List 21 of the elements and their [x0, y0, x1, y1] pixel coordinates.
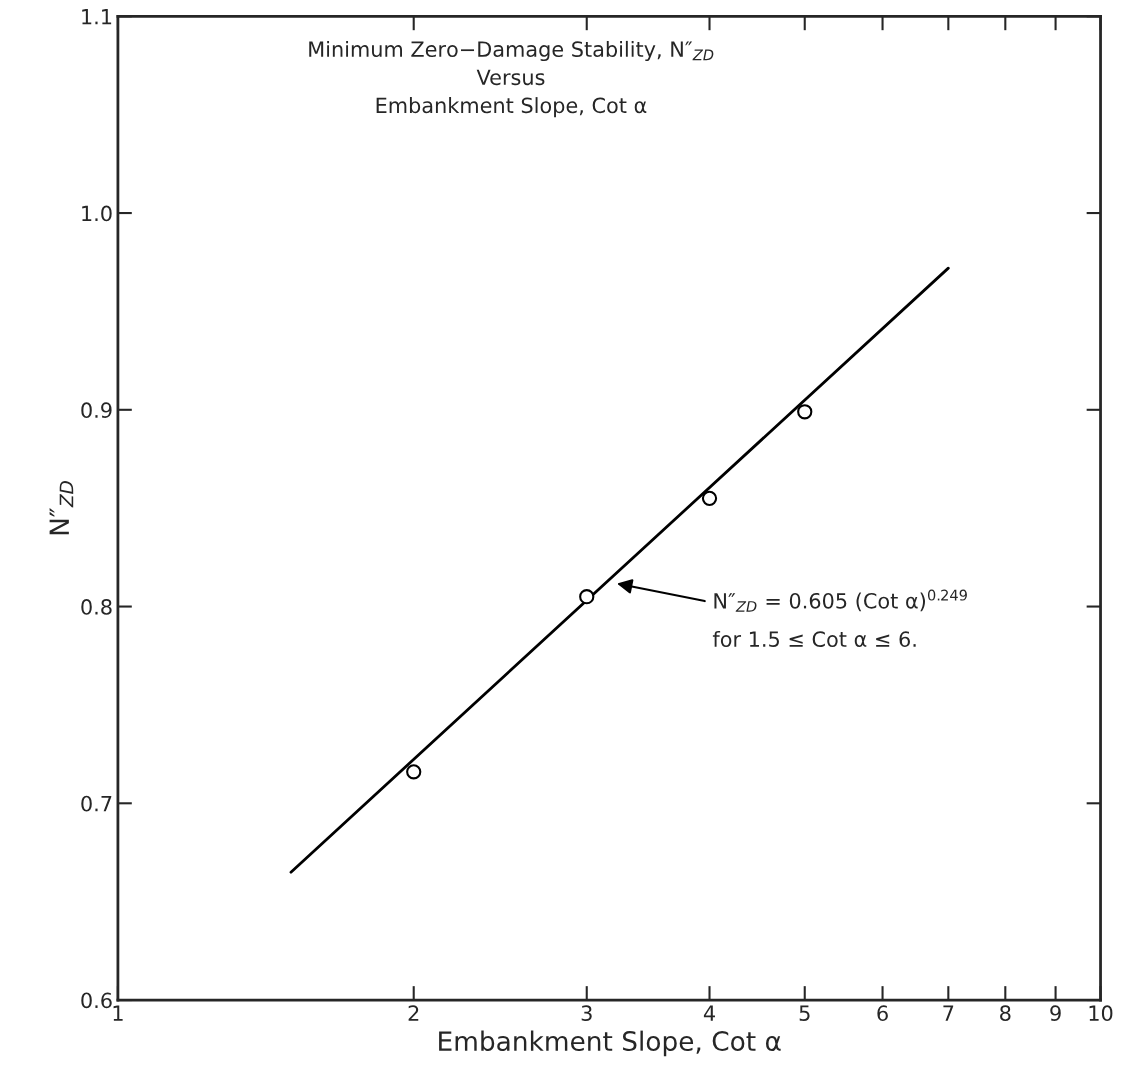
x-tick-label: 6 — [877, 1005, 888, 1022]
y-tick-label: 1.1 — [82, 9, 112, 25]
x-tick-label: 7 — [943, 1005, 954, 1021]
chart-title: Minimum Zero−Damage Stability, N″$_{ZD}$ Versus Embankment Slope, Cot α — [309, 40, 714, 118]
x-tick-label: 4 — [703, 1005, 715, 1021]
y-axis-title: N″$_{ZD}$ — [49, 481, 74, 535]
x-tick-label: 3 — [581, 1005, 592, 1022]
x-tick-label: 1 — [113, 1005, 123, 1021]
x-tick-label: 5 — [799, 1005, 810, 1022]
x-axis-title: Embankment Slope, Cot α — [439, 1030, 781, 1057]
x-tick-label: 9 — [1050, 1005, 1061, 1022]
y-tick-label: 0.6 — [81, 992, 112, 1009]
y-tick-label: 1.0 — [82, 205, 112, 222]
y-tick-label: 0.9 — [81, 402, 112, 419]
y-tick-label: 0.7 — [81, 795, 112, 812]
annotation: N″$_{ZD}$ = 0.605 (Cot α)$^{0.249}$ — [714, 589, 967, 612]
y-tick-label: 0.8 — [81, 599, 112, 615]
x-tick-label: 10 — [1089, 1005, 1113, 1022]
x-tick-label: 8 — [1000, 1005, 1011, 1022]
annotation: for 1.5 ≤ Cot α ≤ 6. — [712, 630, 916, 648]
x-tick-label: 2 — [408, 1005, 419, 1021]
